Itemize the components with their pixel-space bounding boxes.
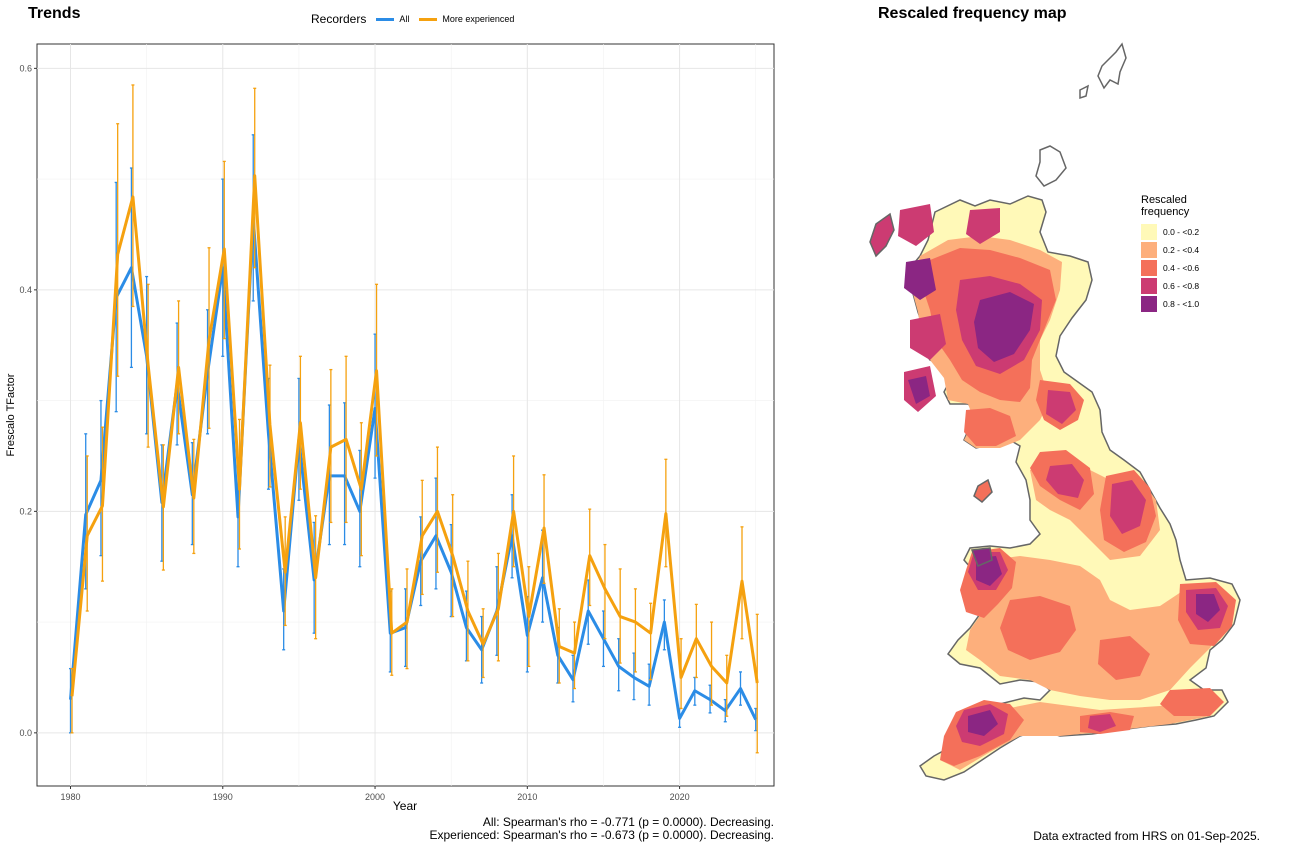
map-legend-item: 0.0 - <0.2 bbox=[1141, 223, 1199, 241]
northern-isles bbox=[1035, 42, 1127, 187]
map-legend-swatch bbox=[1141, 224, 1157, 240]
series-line bbox=[70, 174, 759, 697]
x-tick-label: 2010 bbox=[517, 792, 537, 802]
data-source-footnote: Data extracted from HRS on 01-Sep-2025. bbox=[1033, 829, 1260, 843]
anglesey bbox=[970, 547, 993, 567]
map-legend-item: 0.2 - <0.4 bbox=[1141, 241, 1199, 259]
map-legend-title: Rescaled frequency bbox=[1141, 194, 1199, 218]
trends-title: Trends bbox=[28, 5, 81, 22]
trend-chart: 0.0 0.2 0.4 0.6 1980 1990 2000 2010 2020 Year Fr… bbox=[5, 43, 775, 813]
y-axis-label: Frescalo TFactor bbox=[5, 373, 17, 456]
legend-label-all: All bbox=[399, 14, 410, 24]
legend-swatch-experienced bbox=[419, 17, 438, 21]
legend-label-experienced: More experienced bbox=[442, 14, 515, 24]
map-legend-label: 0.6 - <0.8 bbox=[1163, 281, 1200, 291]
map-legend-swatch bbox=[1141, 260, 1157, 276]
map-legend-label: 0.8 - <1.0 bbox=[1163, 299, 1200, 309]
x-tick-label: 1990 bbox=[213, 792, 233, 802]
x-tick-label: 2000 bbox=[365, 792, 385, 802]
spearman-all: All: Spearman's rho = -0.771 (p = 0.0000… bbox=[482, 815, 774, 829]
map-legend-swatch bbox=[1141, 278, 1157, 294]
legend-item-experienced: More experienced bbox=[419, 14, 514, 24]
map-legend-item: 0.4 - <0.6 bbox=[1141, 259, 1199, 277]
axis-layer: 0.0 0.2 0.4 0.6 1980 1990 2000 2010 2020 bbox=[19, 63, 689, 802]
map-legend-title-line2: frequency bbox=[1141, 206, 1190, 218]
frequency-map bbox=[869, 42, 1241, 781]
map-legend-swatch bbox=[1141, 296, 1157, 312]
series-experienced bbox=[70, 84, 759, 754]
series-layer bbox=[69, 84, 759, 754]
zone-0-8-1-0 bbox=[904, 258, 1220, 736]
map-legend-item: 0.6 - <0.8 bbox=[1141, 277, 1199, 295]
x-axis-label: Year bbox=[393, 799, 417, 813]
map-legend-label: 0.0 - <0.2 bbox=[1163, 227, 1200, 237]
map-legend-item: 0.8 - <1.0 bbox=[1141, 295, 1199, 313]
map-legend-label: 0.4 - <0.6 bbox=[1163, 263, 1200, 273]
map-title: Rescaled frequency map bbox=[878, 5, 1067, 22]
western-isles bbox=[869, 212, 895, 258]
y-tick-label: 0.6 bbox=[19, 63, 32, 73]
y-tick-label: 0.0 bbox=[19, 728, 32, 738]
y-tick-label: 0.4 bbox=[19, 285, 32, 295]
legend-title: Recorders bbox=[311, 12, 367, 26]
x-tick-label: 1980 bbox=[60, 792, 80, 802]
chart-legend: Recorders All More experienced bbox=[311, 12, 514, 26]
map-legend-title-line1: Rescaled bbox=[1141, 194, 1187, 206]
legend-swatch-all bbox=[376, 17, 395, 21]
map-legend-label: 0.2 - <0.4 bbox=[1163, 245, 1200, 255]
spearman-footnote: All: Spearman's rho = -0.771 (p = 0.0000… bbox=[380, 815, 775, 842]
legend-item-all: All bbox=[376, 14, 409, 24]
x-tick-label: 2020 bbox=[670, 792, 690, 802]
spearman-experienced: Experienced: Spearman's rho = -0.673 (p … bbox=[429, 828, 775, 842]
y-tick-label: 0.2 bbox=[19, 506, 32, 516]
map-legend: Rescaled frequency 0.0 - <0.2 0.2 - <0.4… bbox=[1141, 194, 1199, 313]
isle-of-man bbox=[973, 478, 993, 503]
map-legend-swatch bbox=[1141, 242, 1157, 258]
